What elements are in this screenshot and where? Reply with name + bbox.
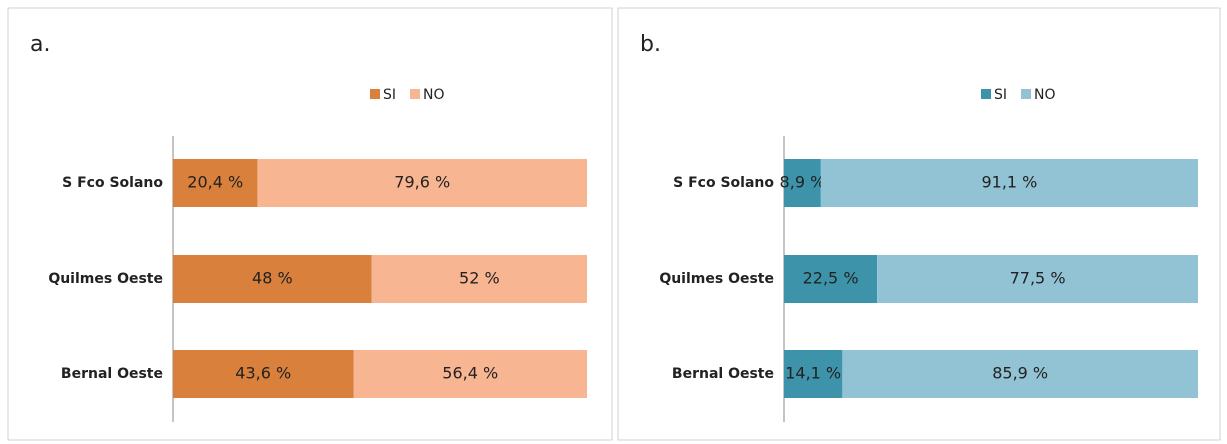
panel-border <box>617 7 1221 441</box>
bar-segment <box>820 159 1198 207</box>
legend-swatch <box>1021 89 1032 99</box>
data-label: 56,4 % <box>442 364 498 383</box>
bar-segment <box>173 350 354 398</box>
y-tick-label: S Fco Solano <box>62 175 163 191</box>
y-tick-label: Bernal Oeste <box>672 366 774 382</box>
data-label: 91,1 % <box>981 173 1037 192</box>
data-label: 8,9 % <box>780 173 826 192</box>
data-label: 14,1 % <box>785 364 841 383</box>
bar-segment <box>784 255 878 303</box>
panel-border <box>7 7 613 441</box>
y-tick-label: Quilmes Oeste <box>48 271 163 287</box>
y-tick-label: S Fco Solano <box>673 175 774 191</box>
y-tick-label: Quilmes Oeste <box>659 271 774 287</box>
data-label: 48 % <box>252 269 293 288</box>
data-label: 85,9 % <box>992 364 1048 383</box>
legend-label: NO <box>1034 87 1056 103</box>
data-label: 79,6 % <box>394 173 450 192</box>
bar-segment <box>877 255 1198 303</box>
data-label: 77,5 % <box>1010 269 1066 288</box>
data-label: 52 % <box>459 269 500 288</box>
bar-segment <box>257 159 587 207</box>
legend-swatch <box>981 89 991 99</box>
data-label: 22,5 % <box>803 269 859 288</box>
chart-title: a. <box>30 32 50 57</box>
bar-segment <box>353 350 587 398</box>
bar-segment <box>173 255 372 303</box>
bar-segment <box>842 350 1198 398</box>
bar-segment <box>173 159 258 207</box>
legend-swatch <box>410 89 421 99</box>
legend-swatch <box>370 89 380 99</box>
y-tick-label: Bernal Oeste <box>61 366 163 382</box>
data-label: 20,4 % <box>187 173 243 192</box>
bar-segment <box>784 159 821 207</box>
legend-label: SI <box>994 87 1007 103</box>
bar-segment <box>784 350 843 398</box>
bar-segment <box>371 255 587 303</box>
legend-label: SI <box>383 87 396 103</box>
legend-label: NO <box>423 87 445 103</box>
chart-title: b. <box>640 32 661 57</box>
data-label: 43,6 % <box>235 364 291 383</box>
